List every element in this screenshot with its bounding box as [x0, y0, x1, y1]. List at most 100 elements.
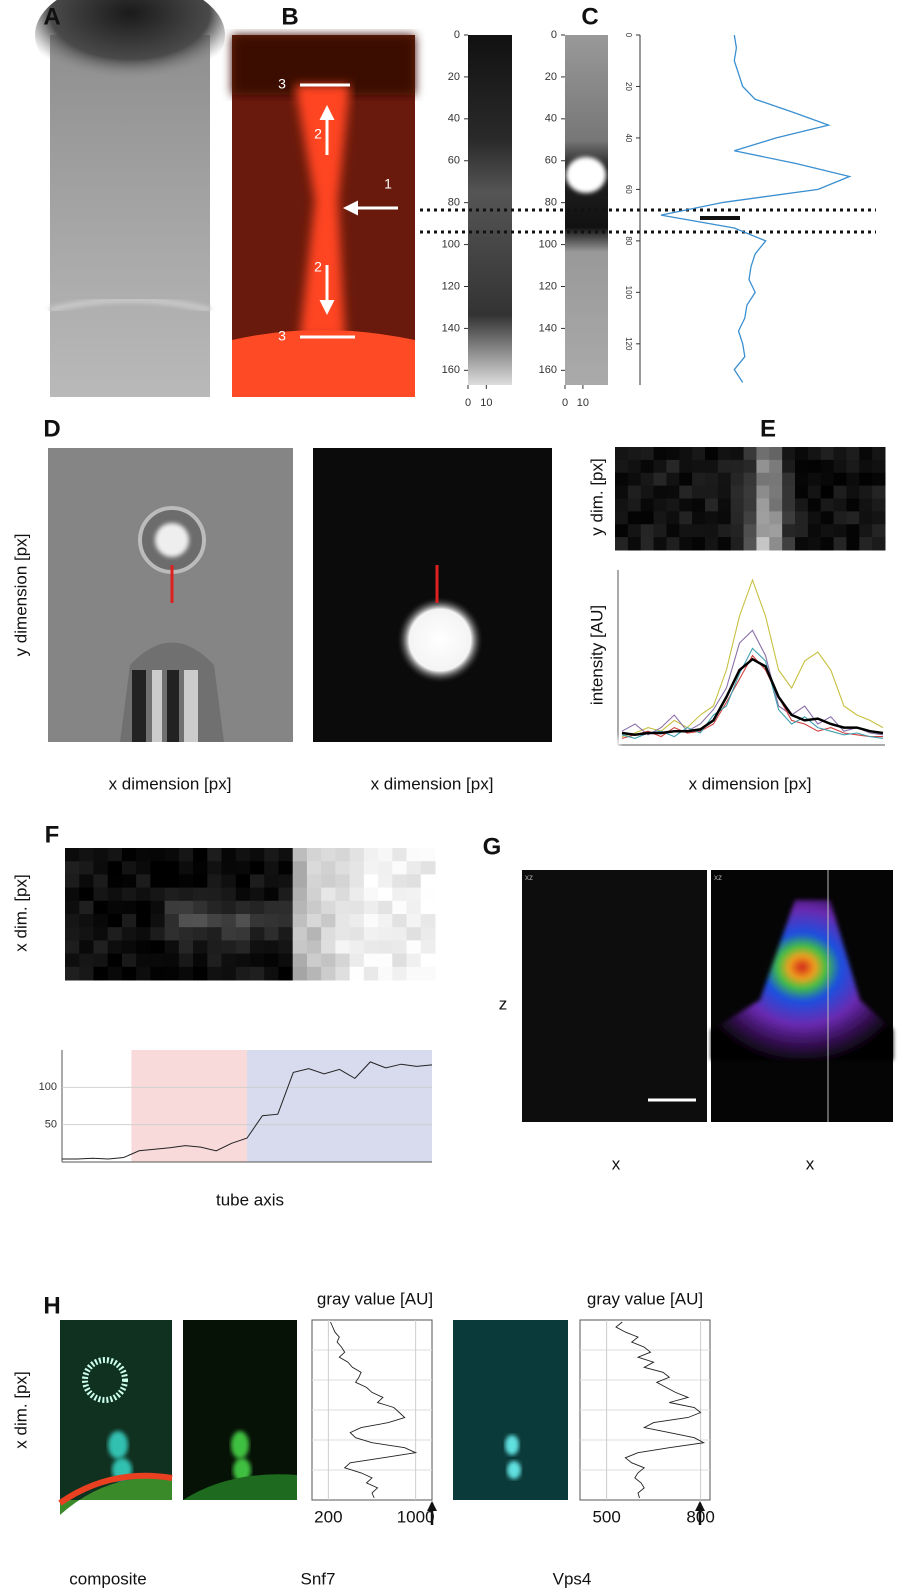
pixel — [165, 901, 180, 915]
pixel — [756, 499, 769, 512]
pixel — [222, 848, 237, 862]
pixel — [307, 848, 322, 862]
pixel — [250, 914, 265, 928]
pixel — [222, 901, 237, 915]
pixel — [108, 874, 123, 888]
panel-label: E — [760, 415, 776, 442]
pixel — [666, 486, 679, 499]
pixel — [93, 954, 108, 968]
pixel — [666, 447, 679, 460]
pixel — [378, 967, 393, 981]
pixel — [756, 447, 769, 460]
y-tick-label: 120 — [539, 280, 557, 292]
pixel — [392, 914, 407, 928]
pixel — [307, 914, 322, 928]
pixel — [718, 511, 731, 524]
image-g-gray — [522, 735, 707, 1122]
pixel — [859, 537, 872, 550]
y-tick-label: 80 — [624, 236, 633, 245]
pixel — [872, 524, 885, 537]
pixel — [421, 848, 436, 862]
pixel — [705, 486, 718, 499]
pixel — [782, 486, 795, 499]
pixel — [364, 874, 379, 888]
pixel — [859, 473, 872, 486]
pixel — [641, 460, 654, 473]
pixel — [264, 901, 279, 915]
pixel — [122, 914, 137, 928]
pixel — [392, 861, 407, 875]
pixel — [93, 848, 108, 862]
pixel — [193, 888, 208, 902]
pixel — [821, 537, 834, 550]
pixel — [392, 848, 407, 862]
pixel — [834, 499, 847, 512]
pixel — [378, 848, 393, 862]
pixel — [207, 861, 222, 875]
pixel — [222, 861, 237, 875]
pixel — [193, 914, 208, 928]
pixel — [795, 524, 808, 537]
y-tick-label: 80 — [545, 197, 557, 209]
pixel — [808, 524, 821, 537]
pixel — [679, 511, 692, 524]
pixel — [293, 927, 308, 941]
pixel — [250, 954, 265, 968]
pixel — [350, 967, 365, 981]
pixel — [407, 874, 422, 888]
annotation: 2 — [314, 259, 322, 275]
pixel — [222, 914, 237, 928]
pixel — [136, 888, 151, 902]
pixel — [108, 954, 123, 968]
pixel — [654, 524, 667, 537]
pixel — [350, 861, 365, 875]
annotation: 2 — [314, 126, 322, 142]
pixel — [79, 861, 94, 875]
pixel — [666, 499, 679, 512]
pixel — [364, 940, 379, 954]
pixel — [808, 511, 821, 524]
pixel — [236, 861, 251, 875]
axis-label: intensity [AU] — [587, 605, 606, 705]
axis-label: y dim. [px] — [587, 458, 606, 535]
pixel — [705, 447, 718, 460]
y-tick-label: 120 — [624, 337, 633, 351]
pixel — [756, 473, 769, 486]
pixel — [628, 486, 641, 499]
pixel — [821, 486, 834, 499]
pixel — [846, 511, 859, 524]
pixel — [79, 888, 94, 902]
pixel — [108, 861, 123, 875]
panel-label: G — [483, 833, 502, 860]
pixel — [378, 874, 393, 888]
pixel — [679, 447, 692, 460]
pixel — [250, 874, 265, 888]
pixel — [756, 537, 769, 550]
pixel — [769, 460, 782, 473]
pixel — [293, 967, 308, 981]
axis-label: x dim. [px] — [11, 874, 30, 951]
panel-label: B — [281, 3, 298, 30]
pixel — [307, 861, 322, 875]
pixel — [264, 848, 279, 862]
pixel — [108, 888, 123, 902]
panel-label: F — [45, 821, 60, 848]
pixel — [278, 901, 293, 915]
pixel — [321, 888, 336, 902]
pixel — [846, 460, 859, 473]
pixel — [378, 927, 393, 941]
pixel — [795, 499, 808, 512]
pixel — [392, 927, 407, 941]
pixel — [193, 927, 208, 941]
pixel — [718, 537, 731, 550]
pixel — [769, 499, 782, 512]
pixel — [278, 888, 293, 902]
pixel — [654, 473, 667, 486]
pixel — [136, 967, 151, 981]
pixel — [846, 473, 859, 486]
pixel — [407, 954, 422, 968]
pixel — [321, 954, 336, 968]
pixel — [846, 499, 859, 512]
x-tick-label: 0 — [562, 397, 568, 409]
pixel — [108, 914, 123, 928]
